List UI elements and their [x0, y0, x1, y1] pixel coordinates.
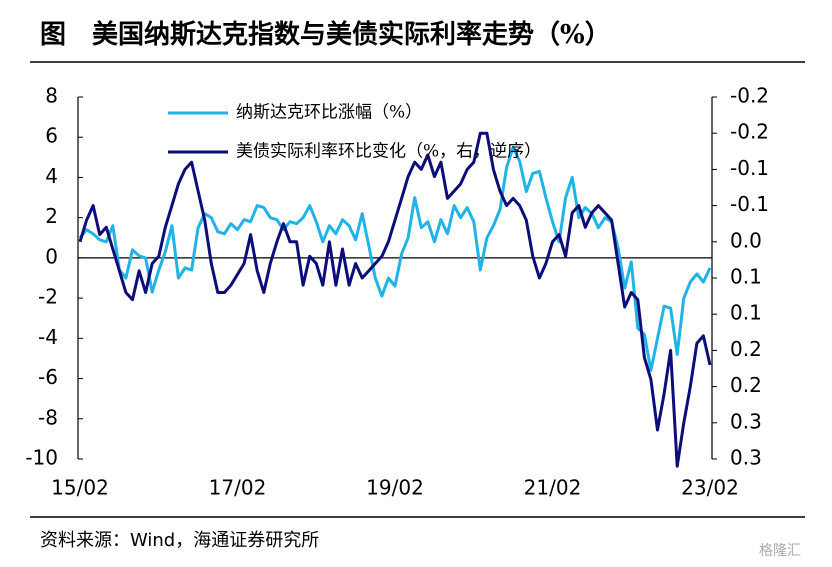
- y-tick-label: -6: [38, 365, 58, 389]
- y-tick-label: 4: [45, 164, 58, 188]
- y-tick-label: 0: [45, 244, 58, 268]
- chart-title: 图 美国纳斯达克指数与美债实际利率走势（%）: [40, 19, 611, 50]
- series-line: [78, 131, 712, 468]
- source: 资料来源：Wind，海通证券研究所: [40, 530, 319, 551]
- y-tick-label: 2: [45, 204, 58, 228]
- x-tick-label: 21/02: [524, 476, 582, 500]
- series-line: [78, 145, 712, 372]
- legend-label: 纳斯达克环比涨幅（%）: [236, 103, 422, 123]
- x-tick-label: 23/02: [681, 476, 739, 500]
- y2-tick-label: -0.1: [730, 156, 769, 180]
- y2-tick-label: 0.0: [730, 228, 762, 252]
- y-tick-label: -2: [38, 285, 58, 309]
- y2-tick-label: 0.3: [730, 409, 762, 433]
- y2-tick-label: 0.1: [730, 265, 762, 289]
- y-tick-label: -10: [25, 446, 58, 470]
- legend-label: 美债实际利率环比变化（%，右，逆序）: [236, 142, 541, 162]
- x-tick-label: 17/02: [209, 476, 267, 500]
- y-tick-label: 6: [45, 124, 58, 148]
- y-tick-label: -8: [38, 405, 58, 429]
- x-tick-label: 19/02: [366, 476, 424, 500]
- y2-tick-label: -0.2: [730, 120, 769, 144]
- y2-tick-label: 0.2: [730, 373, 762, 397]
- y-tick-label: -4: [38, 325, 58, 349]
- y-tick-label: 8: [45, 84, 58, 108]
- x-tick-label: 15/02: [51, 476, 109, 500]
- watermark: 格隆汇: [759, 543, 801, 559]
- y2-tick-label: -0.2: [730, 84, 769, 108]
- y2-tick-label: 0.3: [730, 446, 762, 470]
- y2-tick-label: 0.2: [730, 337, 762, 361]
- y2-tick-label: 0.1: [730, 301, 762, 325]
- y2-tick-label: -0.1: [730, 192, 769, 216]
